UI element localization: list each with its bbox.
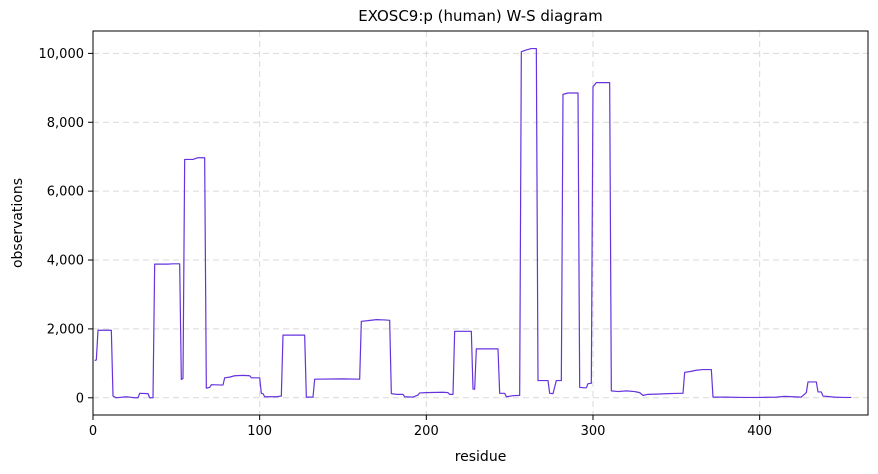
y-tick-label: 4,000 bbox=[47, 254, 84, 269]
x-axis-label: residue bbox=[455, 449, 507, 465]
x-tick-label: 300 bbox=[581, 424, 606, 439]
x-tick-label: 0 bbox=[89, 424, 97, 439]
data-layer bbox=[94, 47, 852, 399]
y-tick-label: 0 bbox=[76, 391, 84, 406]
x-tick-label: 100 bbox=[247, 424, 272, 439]
x-tick-label: 400 bbox=[747, 424, 772, 439]
y-tick-label: 2,000 bbox=[47, 322, 84, 337]
chart-title: EXOSC9:p (human) W-S diagram bbox=[358, 7, 603, 25]
y-tick-label: 8,000 bbox=[47, 116, 84, 131]
x-tick-label: 200 bbox=[414, 424, 439, 439]
y-tick-label: 10,000 bbox=[39, 47, 85, 62]
series-line bbox=[94, 47, 852, 399]
y-axis-label: observations bbox=[10, 178, 26, 268]
axes-frame bbox=[92, 30, 869, 416]
tick-layer: 0 100 200 300 400 0 2,000 4,000 6,000 8,000 10,000 bbox=[39, 47, 773, 439]
y-tick-label: 6,000 bbox=[47, 185, 84, 200]
